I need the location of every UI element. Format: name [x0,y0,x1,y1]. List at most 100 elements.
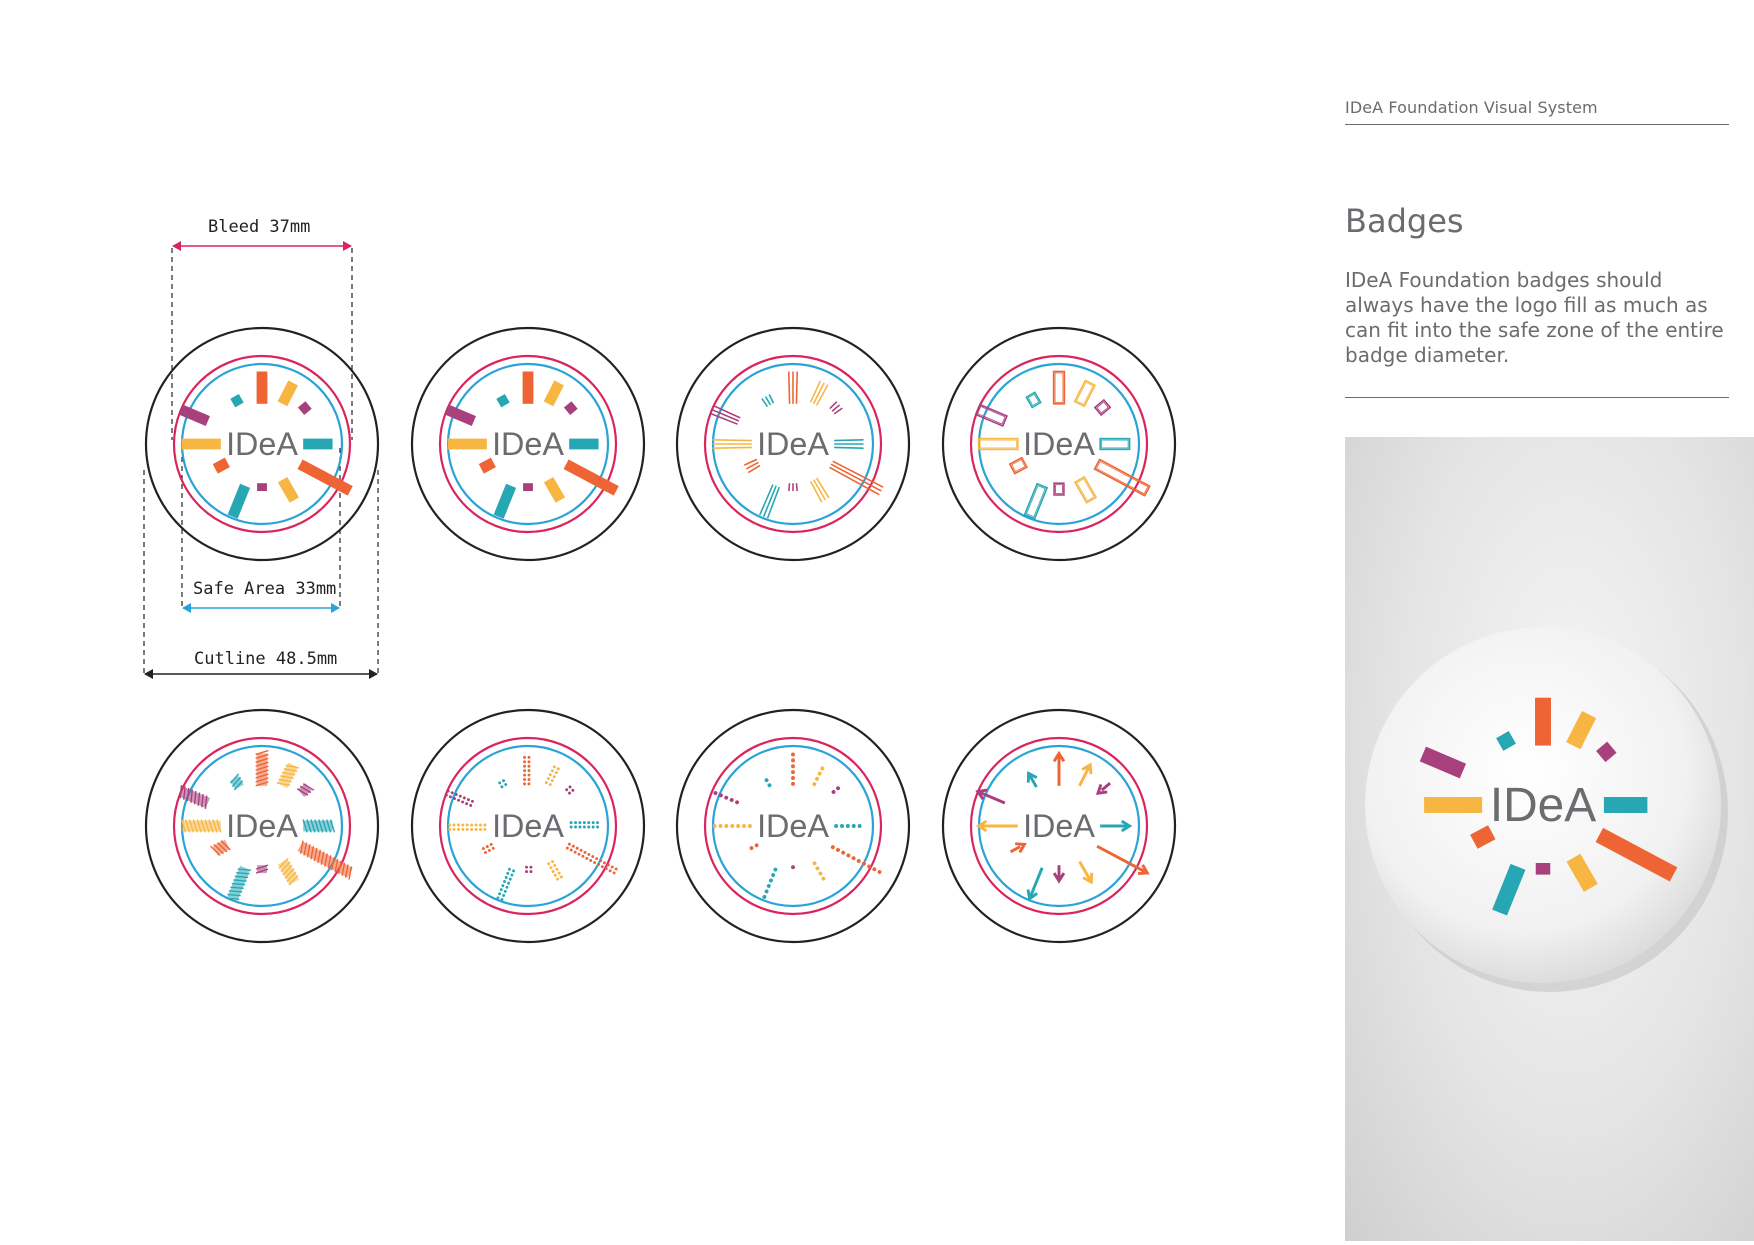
ray-dot [769,878,773,883]
ray-dot [523,769,527,773]
ray-dot [489,842,493,846]
ray-dot [595,857,599,861]
cutline-circle [941,708,1177,944]
cutline-circle [410,326,646,562]
ray-dot [470,823,474,827]
ray-dot [503,889,507,893]
ray-hatch [278,857,289,869]
ray-bar [1596,741,1617,763]
ray-hatch [233,780,244,791]
ray-dot [453,797,456,800]
ray-outline [1025,391,1042,409]
ray-bar [303,438,333,450]
badge-ray [829,401,843,415]
ray-hatch [201,794,204,808]
badge-ray [1025,391,1042,409]
ray-dot [479,827,482,831]
ray-arrow-shaft [1029,867,1044,897]
cutline-circle [675,326,911,562]
ray-hatch [255,749,269,756]
ray-hatch [234,875,249,879]
ray-dot [556,767,560,771]
ray-bar [1535,863,1551,875]
ray-hatch [231,882,246,886]
badge-ray [764,778,772,788]
ray-dot [730,824,735,828]
ray-dot [591,821,595,825]
ray-scribble [831,404,841,412]
badge-scribble-lines: IDeA [675,326,911,562]
badge-ray [1419,746,1467,779]
badge-ray [225,865,252,901]
ray-bar [297,401,312,415]
ray-dot [483,827,487,831]
ray-hatch-base [181,820,221,832]
badge-ray [543,380,564,407]
ray-hatch [276,782,291,786]
ray-dot [742,824,746,828]
ray-hatch [285,764,299,769]
ray-hatch [337,860,342,875]
badge-ray [975,788,1006,805]
ray-hatch [184,819,191,833]
ray-dot [830,845,835,850]
ray-outline [1073,475,1098,504]
ray-outline-inner [1096,401,1109,414]
ray-dot [599,859,603,863]
ray-dot [553,863,557,867]
ray-hatch [216,819,222,833]
safe-area-circle [446,744,610,908]
ray-dot [579,848,583,852]
badge-outline-rects: IDeA [941,326,1177,562]
badge-dotted-lines: IDeA [675,708,911,944]
ray-dot [587,825,591,829]
badge-ray [496,867,516,901]
ray-scribble [795,371,798,404]
badge-ray [565,842,618,875]
ray-outline [977,437,1019,451]
ray-scribble [709,412,738,425]
badge-ray [831,786,841,794]
ray-dot [845,824,850,828]
ray-bar [230,394,244,408]
badge-ray [447,438,487,450]
ray-bar [543,380,564,407]
badge-ray [1009,842,1027,854]
ray-dot [505,885,509,889]
ray-arrow-shaft [1078,766,1091,787]
ray-dot [544,781,548,784]
ray-bar [493,483,517,519]
ray-scribble [812,382,825,405]
badge-ray [1096,844,1150,876]
badge-ray [498,779,508,789]
badge-ray [523,483,533,492]
ray-outline-inner [1076,478,1095,502]
ray-hatch [324,853,328,867]
ray-dot [551,870,555,873]
ray-arrow-head [1026,770,1038,783]
ray-dot [713,791,718,796]
ray-bar [522,371,534,404]
bleed-circle [172,354,352,534]
ray-dot [587,821,591,825]
badge-ray [1596,741,1617,763]
ray-dot [836,786,841,791]
ray-dot [461,827,465,831]
ray-hatch [282,771,296,776]
badge-ray [230,394,244,408]
ray-dot [548,783,552,787]
badge-ray [178,404,210,426]
badge-ray [749,843,759,851]
badge-arrows: IDeA [941,708,1177,944]
ray-hatch [227,893,241,897]
badge-diagram: Bleed 37mm Safe Area 33mm Cutline 48.5mm… [143,217,1177,944]
ray-dot [735,800,740,805]
ray-dot [861,861,866,866]
ray-dot [577,852,581,856]
dimension-guides [143,241,379,679]
ray-hatch [280,775,294,779]
ray-dot [857,824,862,828]
cutline-circle [144,326,380,562]
ray-dot [582,825,586,829]
ray-dot [591,855,595,859]
